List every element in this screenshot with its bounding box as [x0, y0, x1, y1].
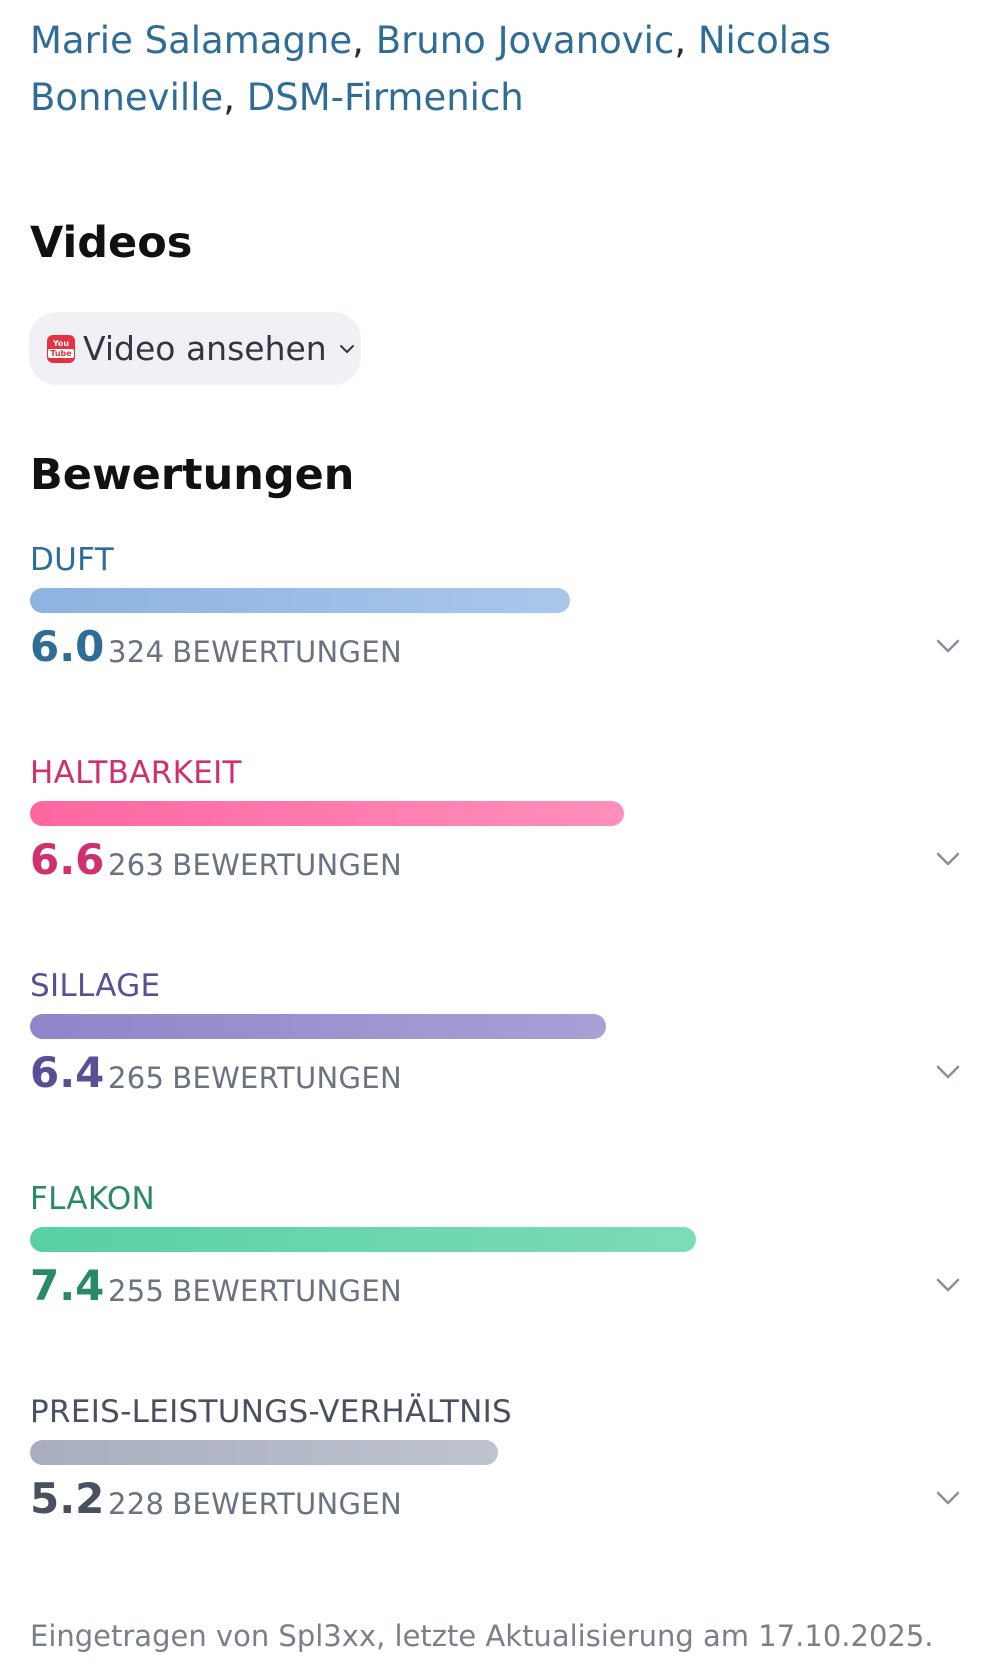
rating-bar: [30, 1227, 930, 1252]
rating-haltbarkeit: HALTBARKEIT 6.6 263 BEWERTUNGEN: [30, 753, 970, 903]
chevron-down-icon: [936, 1065, 960, 1079]
brand-link-dsm-firmenich[interactable]: DSM-Firmenich: [246, 76, 524, 119]
rating-sillage: SILLAGE 6.4 265 BEWERTUNGEN: [30, 966, 970, 1116]
rating-bar-fill: [30, 1227, 696, 1252]
rating-score: 6.4: [30, 1048, 105, 1097]
rating-bar: [30, 801, 930, 826]
videos-heading: Videos: [30, 218, 193, 268]
watch-video-label: Video ansehen: [83, 329, 327, 368]
rating-expand-button[interactable]: [926, 624, 970, 668]
chevron-down-icon: [936, 1491, 960, 1505]
rating-flakon: FLAKON 7.4 255 BEWERTUNGEN: [30, 1179, 970, 1329]
chevron-down-icon: [339, 344, 354, 353]
rating-expand-button[interactable]: [926, 1476, 970, 1520]
entry-footer: Eingetragen von Spl3xx, letzte Aktualisi…: [30, 1619, 934, 1653]
perfumer-separator: ,: [674, 19, 698, 62]
rating-score: 7.4: [30, 1261, 105, 1310]
rating-count-suffix: BEWERTUNGEN: [172, 1061, 402, 1095]
rating-preis-leistung: PREIS-LEISTUNGS-VERHÄLTNIS 5.2 228 BEWERTUN…: [30, 1392, 970, 1542]
rating-expand-button[interactable]: [926, 1263, 970, 1307]
rating-bar-fill: [30, 1440, 498, 1465]
ratings-heading: Bewertungen: [30, 450, 355, 500]
watch-video-button[interactable]: You Tube Video ansehen: [29, 312, 361, 385]
perfumer-separator: ,: [223, 76, 247, 119]
rating-bar: [30, 1440, 930, 1465]
perfumer-link-bruno-jovanovic[interactable]: Bruno Jovanovic: [375, 19, 675, 62]
rating-count-suffix: BEWERTUNGEN: [172, 1487, 402, 1521]
rating-bar: [30, 588, 930, 613]
perfumer-link-marie-salamagne[interactable]: Marie Salamagne: [30, 19, 353, 62]
rating-count-suffix: BEWERTUNGEN: [172, 848, 402, 882]
rating-count-number: 255: [108, 1274, 165, 1308]
rating-count: 228 BEWERTUNGEN: [108, 1484, 402, 1524]
rating-label: SILLAGE: [30, 968, 161, 1004]
rating-count-suffix: BEWERTUNGEN: [172, 1274, 402, 1308]
rating-bar: [30, 1014, 930, 1039]
chevron-down-icon: [936, 639, 960, 653]
perfumer-link-nicolas-bonneville[interactable]: Nicolas Bonneville: [30, 19, 832, 119]
rating-count-number: 265: [108, 1061, 165, 1095]
rating-bar-fill: [30, 588, 570, 613]
rating-bar-fill: [30, 801, 624, 826]
rating-count-suffix: BEWERTUNGEN: [172, 635, 402, 669]
rating-label: FLAKON: [30, 1181, 156, 1217]
rating-count: 263 BEWERTUNGEN: [108, 845, 402, 885]
rating-count-number: 263: [108, 848, 165, 882]
youtube-icon: You Tube: [47, 334, 75, 363]
perfumer-separator: ,: [352, 19, 376, 62]
rating-label: HALTBARKEIT: [30, 755, 242, 791]
rating-score: 6.6: [30, 835, 105, 884]
rating-bar-fill: [30, 1014, 606, 1039]
rating-count-number: 228: [108, 1487, 165, 1521]
rating-score: 5.2: [30, 1474, 105, 1523]
rating-count-number: 324: [108, 635, 165, 669]
chevron-down-icon: [936, 852, 960, 866]
rating-label: PREIS-LEISTUNGS-VERHÄLTNIS: [30, 1394, 512, 1430]
rating-score: 6.0: [30, 622, 105, 671]
rating-expand-button[interactable]: [926, 1050, 970, 1094]
rating-label: DUFT: [30, 542, 114, 578]
rating-expand-button[interactable]: [926, 837, 970, 881]
rating-count: 255 BEWERTUNGEN: [108, 1271, 402, 1311]
rating-duft: DUFT 6.0 324 BEWERTUNGEN: [30, 540, 970, 690]
rating-count: 324 BEWERTUNGEN: [108, 632, 402, 672]
rating-count: 265 BEWERTUNGEN: [108, 1058, 402, 1098]
chevron-down-icon: [936, 1278, 960, 1292]
perfumer-list: Marie Salamagne, Bruno Jovanovic, Nicola…: [30, 12, 930, 126]
